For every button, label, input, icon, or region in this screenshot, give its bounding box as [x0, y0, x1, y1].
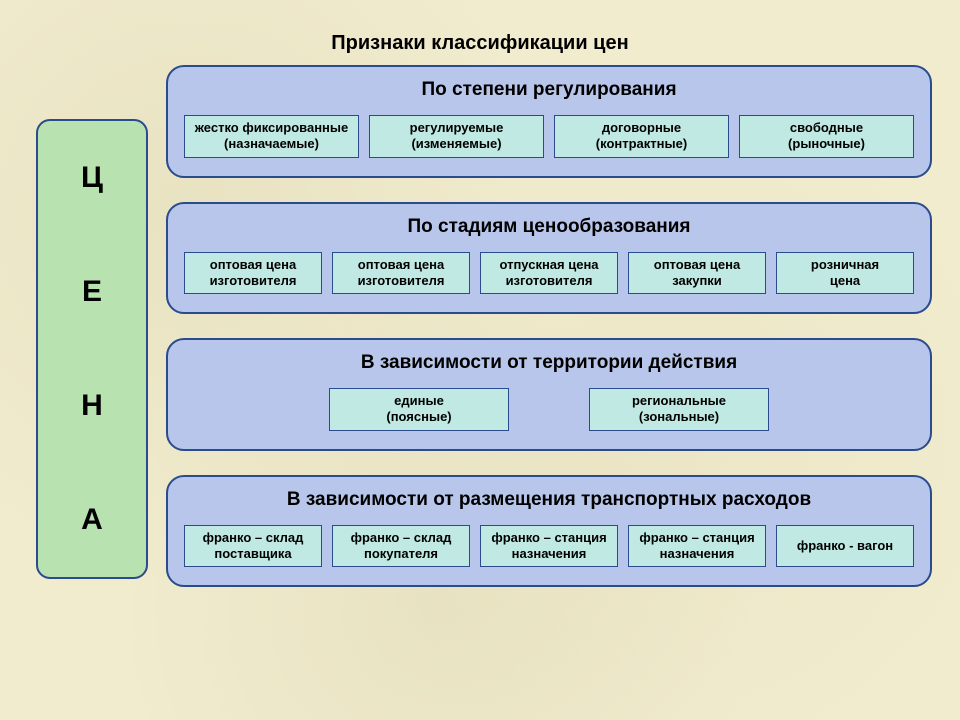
classification-item: франко – станцияназначения: [480, 525, 618, 568]
item-line: цена: [783, 273, 907, 289]
classification-group: По степени регулирования жестко фиксирова…: [166, 65, 932, 178]
classification-item: франко – складпокупателя: [332, 525, 470, 568]
classification-item: франко – станцияназначения: [628, 525, 766, 568]
items-row: оптовая ценаизготовителяоптовая ценаизго…: [184, 252, 914, 295]
classification-item: договорные(контрактные): [554, 115, 729, 158]
item-line: регулируемые: [376, 120, 537, 136]
item-line: договорные: [561, 120, 722, 136]
item-line: оптовая цена: [339, 257, 463, 273]
classification-item: оптовая ценазакупки: [628, 252, 766, 295]
item-line: изготовителя: [191, 273, 315, 289]
side-label-box: Ц Е Н А: [36, 119, 148, 579]
classification-item: оптовая ценаизготовителя: [332, 252, 470, 295]
item-line: назначения: [635, 546, 759, 562]
classification-group: В зависимости от размещения транспортных…: [166, 475, 932, 588]
item-line: франко – станция: [635, 530, 759, 546]
classification-item: единые(поясные): [329, 388, 509, 431]
item-line: (контрактные): [561, 136, 722, 152]
group-title: По стадиям ценообразования: [184, 216, 914, 238]
diagram-content: Признаки классификации цен Ц Е Н А По степе…: [0, 0, 960, 720]
group-title: В зависимости от территории действия: [184, 352, 914, 374]
classification-item: жестко фиксированные(назначаемые): [184, 115, 359, 158]
item-line: франко – склад: [339, 530, 463, 546]
classification-item: франко - вагон: [776, 525, 914, 568]
item-line: изготовителя: [487, 273, 611, 289]
side-letter: Е: [82, 277, 102, 307]
item-line: (поясные): [336, 409, 502, 425]
classification-item: отпускная ценаизготовителя: [480, 252, 618, 295]
item-line: поставщика: [191, 546, 315, 562]
items-row: франко – складпоставщикафранко – складпо…: [184, 525, 914, 568]
side-letter: Ц: [81, 163, 103, 193]
classification-group: В зависимости от территории действия един…: [166, 338, 932, 451]
group-title: В зависимости от размещения транспортных…: [184, 489, 914, 511]
items-row: жестко фиксированные(назначаемые)регулир…: [184, 115, 914, 158]
side-letter: Н: [81, 391, 103, 421]
item-line: назначения: [487, 546, 611, 562]
items-row: единые(поясные) региональные(зональные): [184, 388, 914, 431]
classification-item: свободные(рыночные): [739, 115, 914, 158]
classification-item: франко – складпоставщика: [184, 525, 322, 568]
item-line: жестко фиксированные: [191, 120, 352, 136]
main-area: Ц Е Н А По степени регулирования жестко фикс…: [0, 65, 960, 587]
item-line: оптовая цена: [635, 257, 759, 273]
item-line: (рыночные): [746, 136, 907, 152]
groups-container: По степени регулирования жестко фиксирова…: [166, 65, 932, 587]
item-line: (зональные): [596, 409, 762, 425]
side-letter: А: [81, 505, 103, 535]
item-line: франко – склад: [191, 530, 315, 546]
classification-item: регулируемые(изменяемые): [369, 115, 544, 158]
item-line: свободные: [746, 120, 907, 136]
item-line: (изменяемые): [376, 136, 537, 152]
item-line: региональные: [596, 393, 762, 409]
item-line: отпускная цена: [487, 257, 611, 273]
item-line: покупателя: [339, 546, 463, 562]
item-line: закупки: [635, 273, 759, 289]
item-line: (назначаемые): [191, 136, 352, 152]
item-line: оптовая цена: [191, 257, 315, 273]
item-line: единые: [336, 393, 502, 409]
page-title: Признаки классификации цен: [0, 0, 960, 65]
classification-item: оптовая ценаизготовителя: [184, 252, 322, 295]
item-line: изготовителя: [339, 273, 463, 289]
item-line: франко - вагон: [783, 538, 907, 554]
classification-group: По стадиям ценообразованияоптовая ценаиз…: [166, 202, 932, 315]
item-line: розничная: [783, 257, 907, 273]
item-line: франко – станция: [487, 530, 611, 546]
classification-item: региональные(зональные): [589, 388, 769, 431]
group-title: По степени регулирования: [184, 79, 914, 101]
classification-item: розничнаяцена: [776, 252, 914, 295]
